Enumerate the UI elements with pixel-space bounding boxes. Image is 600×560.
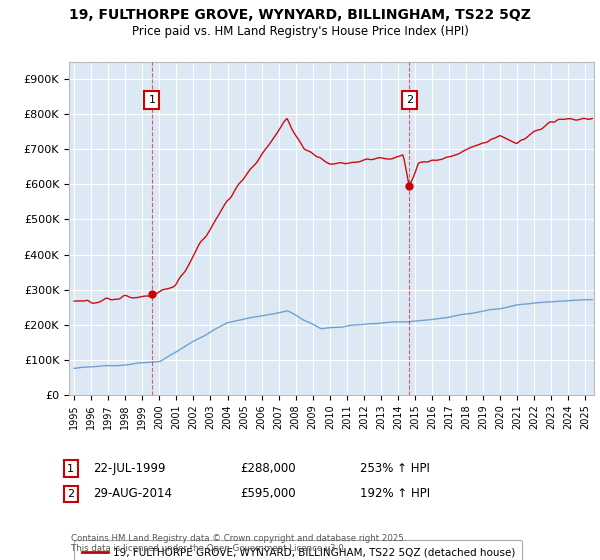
Text: 2: 2 (406, 95, 413, 105)
Legend: 19, FULTHORPE GROVE, WYNYARD, BILLINGHAM, TS22 5QZ (detached house), HPI: Averag: 19, FULTHORPE GROVE, WYNYARD, BILLINGHAM… (74, 540, 523, 560)
Text: Price paid vs. HM Land Registry's House Price Index (HPI): Price paid vs. HM Land Registry's House … (131, 25, 469, 38)
Text: 29-AUG-2014: 29-AUG-2014 (93, 487, 172, 501)
Text: Contains HM Land Registry data © Crown copyright and database right 2025.
This d: Contains HM Land Registry data © Crown c… (71, 534, 406, 553)
Text: 192% ↑ HPI: 192% ↑ HPI (360, 487, 430, 501)
Text: £288,000: £288,000 (240, 462, 296, 475)
Text: 1: 1 (148, 95, 155, 105)
Text: £595,000: £595,000 (240, 487, 296, 501)
Text: 22-JUL-1999: 22-JUL-1999 (93, 462, 166, 475)
Text: 1: 1 (67, 464, 74, 474)
Text: 2: 2 (67, 489, 74, 499)
Text: 19, FULTHORPE GROVE, WYNYARD, BILLINGHAM, TS22 5QZ: 19, FULTHORPE GROVE, WYNYARD, BILLINGHAM… (69, 8, 531, 22)
Text: 253% ↑ HPI: 253% ↑ HPI (360, 462, 430, 475)
